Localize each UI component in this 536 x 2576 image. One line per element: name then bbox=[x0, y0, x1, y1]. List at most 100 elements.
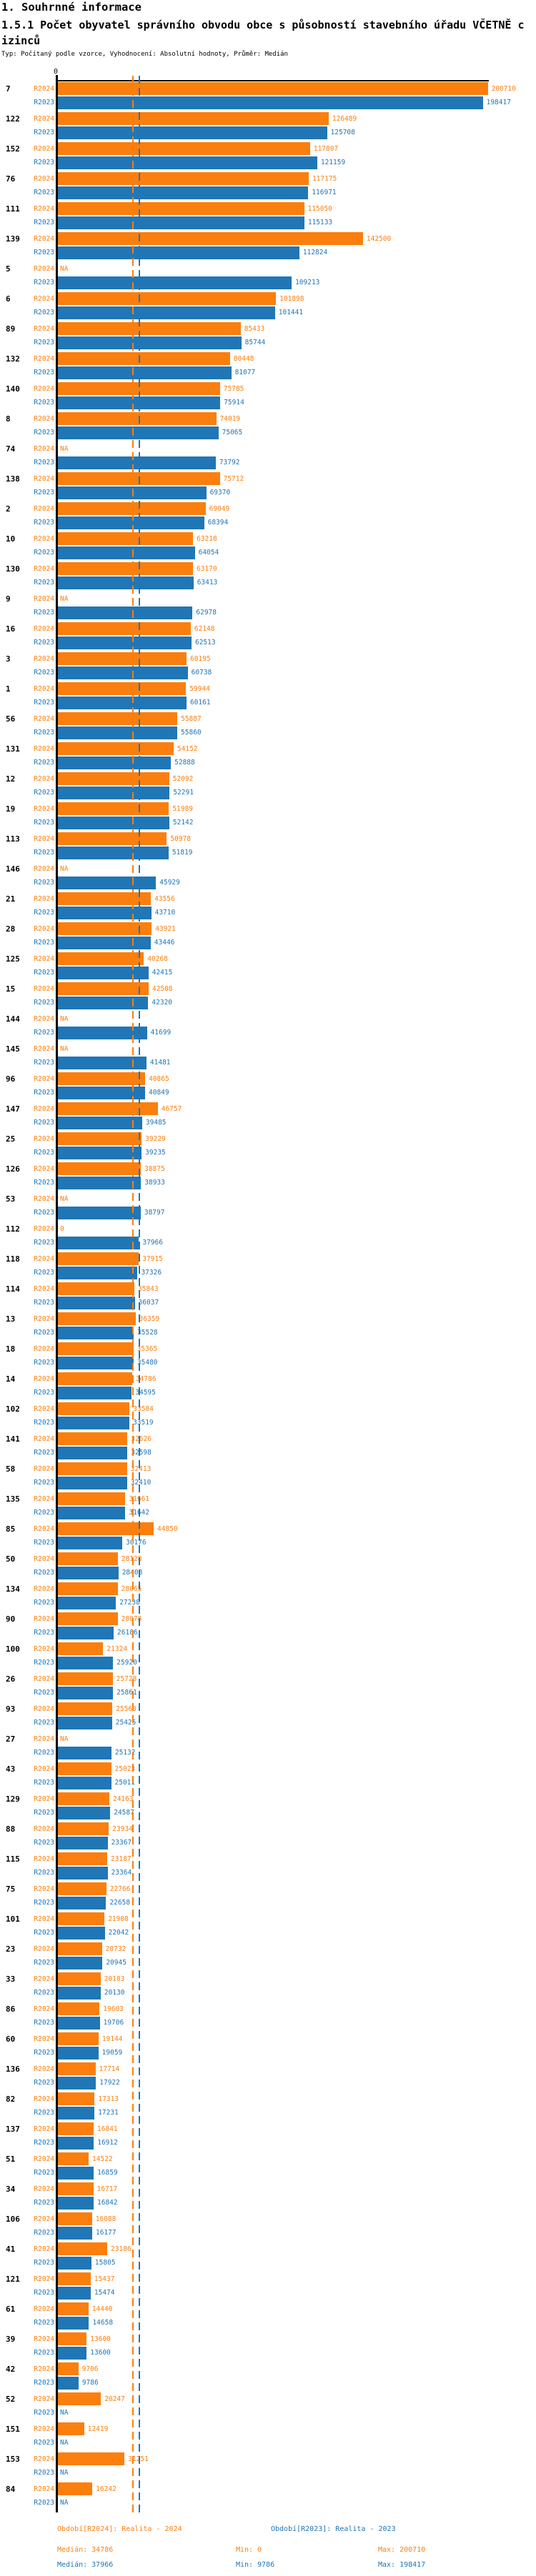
series-label-r2024: R2024 bbox=[34, 1374, 54, 1383]
bar-r2023 bbox=[57, 996, 149, 1009]
value-label-r2024: 85433 bbox=[244, 324, 265, 333]
value-label-r2024: 51989 bbox=[172, 804, 194, 813]
series-label-r2024: R2024 bbox=[34, 2305, 54, 2313]
bar-r2024 bbox=[57, 82, 488, 95]
bar-r2024 bbox=[57, 2152, 89, 2165]
series-label-r2023: R2023 bbox=[34, 2289, 54, 2297]
bar-r2023 bbox=[57, 2316, 89, 2330]
series-label-r2024: R2024 bbox=[34, 864, 54, 873]
series-label-r2023: R2023 bbox=[34, 1389, 54, 1397]
group-id-label: 132 bbox=[6, 354, 20, 364]
value-label-r2024: 9706 bbox=[81, 2365, 99, 2373]
bar-r2023 bbox=[57, 1326, 134, 1339]
value-label-r2024: 20103 bbox=[104, 1975, 125, 1983]
bar-r2024 bbox=[57, 472, 220, 485]
bar-r2023 bbox=[57, 1866, 108, 1879]
value-label-r2023: 17922 bbox=[99, 2079, 120, 2087]
bar-r2024 bbox=[57, 1582, 118, 1595]
bar-r2024 bbox=[57, 1972, 101, 1985]
bar-r2024 bbox=[57, 232, 363, 245]
group-id-label: 56 bbox=[6, 714, 16, 724]
bar-r2023 bbox=[57, 1086, 146, 1099]
bar-r2024 bbox=[57, 382, 220, 395]
series-label-r2023: R2023 bbox=[34, 639, 54, 647]
bar-r2023 bbox=[57, 1836, 108, 1849]
series-label-r2024: R2024 bbox=[34, 1644, 54, 1653]
bar-r2023 bbox=[57, 636, 192, 649]
bar-r2024 bbox=[57, 2362, 79, 2375]
series-label-r2023: R2023 bbox=[34, 939, 54, 947]
group-id-label: 89 bbox=[6, 324, 16, 334]
bar-r2023 bbox=[57, 1296, 135, 1309]
group-id-label: 134 bbox=[6, 1584, 20, 1594]
bar-r2023 bbox=[57, 1686, 114, 1699]
group-id-label: 19 bbox=[6, 804, 16, 814]
series-label-r2024: R2024 bbox=[34, 804, 54, 813]
bar-r2024 bbox=[57, 712, 178, 725]
stat-median-r2024: Medián: 34786 bbox=[57, 2546, 114, 2554]
bar-r2023 bbox=[57, 126, 327, 139]
bar-r2023 bbox=[57, 486, 207, 499]
value-label-r2023: 60161 bbox=[189, 699, 211, 707]
bar-r2023 bbox=[57, 756, 172, 769]
bar-r2024 bbox=[57, 1792, 109, 1805]
series-label-r2023: R2023 bbox=[34, 2109, 54, 2117]
bar-r2024 bbox=[57, 2332, 87, 2345]
series-label-r2024: R2024 bbox=[34, 1884, 54, 1893]
bar-r2024 bbox=[57, 682, 187, 695]
series-label-r2024: R2024 bbox=[34, 594, 54, 603]
bar-r2023 bbox=[57, 2046, 99, 2060]
bar-r2024 bbox=[57, 952, 144, 965]
group-id-label: 121 bbox=[6, 2275, 20, 2284]
group-id-label: 21 bbox=[6, 894, 16, 904]
bar-r2024 bbox=[57, 112, 329, 125]
series-label-r2023: R2023 bbox=[34, 669, 54, 677]
value-label-r2023: 23367 bbox=[111, 1839, 132, 1847]
series-label-r2024: R2024 bbox=[34, 834, 54, 843]
value-label-r2024: 19603 bbox=[103, 2005, 124, 2013]
value-label-r2023: 30176 bbox=[126, 1539, 147, 1547]
group-id-label: 111 bbox=[6, 204, 20, 214]
series-label-r2024: R2024 bbox=[34, 2185, 54, 2193]
series-label-r2023: R2023 bbox=[34, 1449, 54, 1457]
value-label-r2024: 17714 bbox=[99, 2065, 120, 2073]
value-label-r2023: 16859 bbox=[97, 2169, 118, 2177]
group-id-label: 125 bbox=[6, 954, 20, 964]
series-label-r2023: R2023 bbox=[34, 1569, 54, 1577]
series-label-r2024: R2024 bbox=[34, 174, 54, 183]
group-id-label: 60 bbox=[6, 2035, 16, 2044]
value-label-r2024: 14440 bbox=[91, 2305, 113, 2313]
series-label-r2024: R2024 bbox=[34, 444, 54, 453]
bar-r2023 bbox=[57, 2076, 96, 2090]
value-label-r2023: 19059 bbox=[101, 2049, 123, 2057]
group-id-label: 12 bbox=[6, 774, 16, 784]
bar-r2024 bbox=[57, 652, 187, 665]
series-label-r2024: R2024 bbox=[34, 2485, 54, 2493]
value-label-r2023: 23364 bbox=[111, 1869, 132, 1877]
legend-period-r2023: Období[R2023]: Realita - 2023 bbox=[271, 2525, 396, 2533]
bar-r2023 bbox=[57, 546, 195, 559]
group-id-label: 16 bbox=[6, 624, 16, 634]
bar-r2024 bbox=[57, 2062, 96, 2075]
series-label-r2024: R2024 bbox=[34, 2035, 54, 2043]
series-label-r2024: R2024 bbox=[34, 714, 54, 723]
value-label-r2023: 125708 bbox=[330, 129, 355, 136]
bar-r2023 bbox=[57, 576, 194, 589]
series-label-r2024: R2024 bbox=[34, 234, 54, 243]
bar-r2023 bbox=[57, 2286, 91, 2300]
value-label-r2023: 81077 bbox=[234, 369, 256, 376]
value-label-r2023: 51819 bbox=[172, 849, 193, 857]
bar-r2023 bbox=[57, 366, 232, 379]
series-label-r2023: R2023 bbox=[34, 1839, 54, 1847]
group-id-label: 131 bbox=[6, 744, 20, 754]
series-label-r2023: R2023 bbox=[34, 1749, 54, 1757]
series-label-r2024: R2024 bbox=[34, 1134, 54, 1143]
stat-min-r2023: Min: 9786 bbox=[236, 2561, 275, 2569]
group-id-label: 90 bbox=[6, 1614, 16, 1624]
bar-r2024 bbox=[57, 2122, 94, 2135]
value-label-r2024: 21908 bbox=[108, 1914, 129, 1923]
bar-r2024 bbox=[57, 1552, 118, 1565]
group-id-label: 42 bbox=[6, 2365, 16, 2374]
value-label-r2023: 68394 bbox=[207, 519, 229, 526]
value-label-r2023: 75914 bbox=[224, 399, 244, 406]
